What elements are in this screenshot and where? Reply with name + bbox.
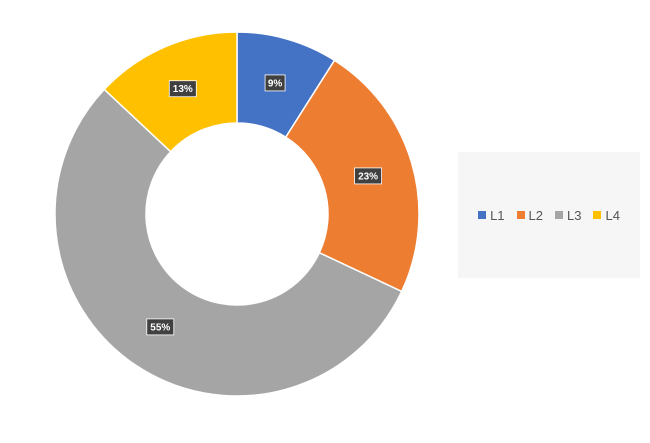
legend-label-l2: L2 (529, 208, 543, 223)
legend-swatch-l4 (593, 211, 601, 219)
legend-label-l1: L1 (490, 208, 504, 223)
legend-swatch-l1 (478, 211, 486, 219)
legend-item-l1: L1 (478, 208, 504, 223)
legend-item-l4: L4 (593, 208, 619, 223)
legend-items: L1 L2 L3 L4 (458, 152, 640, 278)
legend-label-l3: L3 (567, 208, 581, 223)
legend-swatch-l2 (517, 211, 525, 219)
data-label-l2: 23% (355, 168, 382, 184)
legend-item-l3: L3 (555, 208, 581, 223)
slices-layer (55, 32, 419, 396)
data-label-l3: 55% (147, 319, 174, 335)
data-label-text: 55% (150, 322, 170, 333)
data-label-l4: 13% (169, 81, 196, 97)
legend-item-l2: L2 (517, 208, 543, 223)
data-label-text: 9% (268, 78, 283, 89)
data-label-text: 23% (358, 171, 378, 182)
data-label-l1: 9% (265, 75, 285, 91)
legend-swatch-l3 (555, 211, 563, 219)
legend: L1 L2 L3 L4 (458, 152, 640, 278)
legend-label-l4: L4 (605, 208, 619, 223)
data-label-text: 13% (173, 84, 193, 95)
